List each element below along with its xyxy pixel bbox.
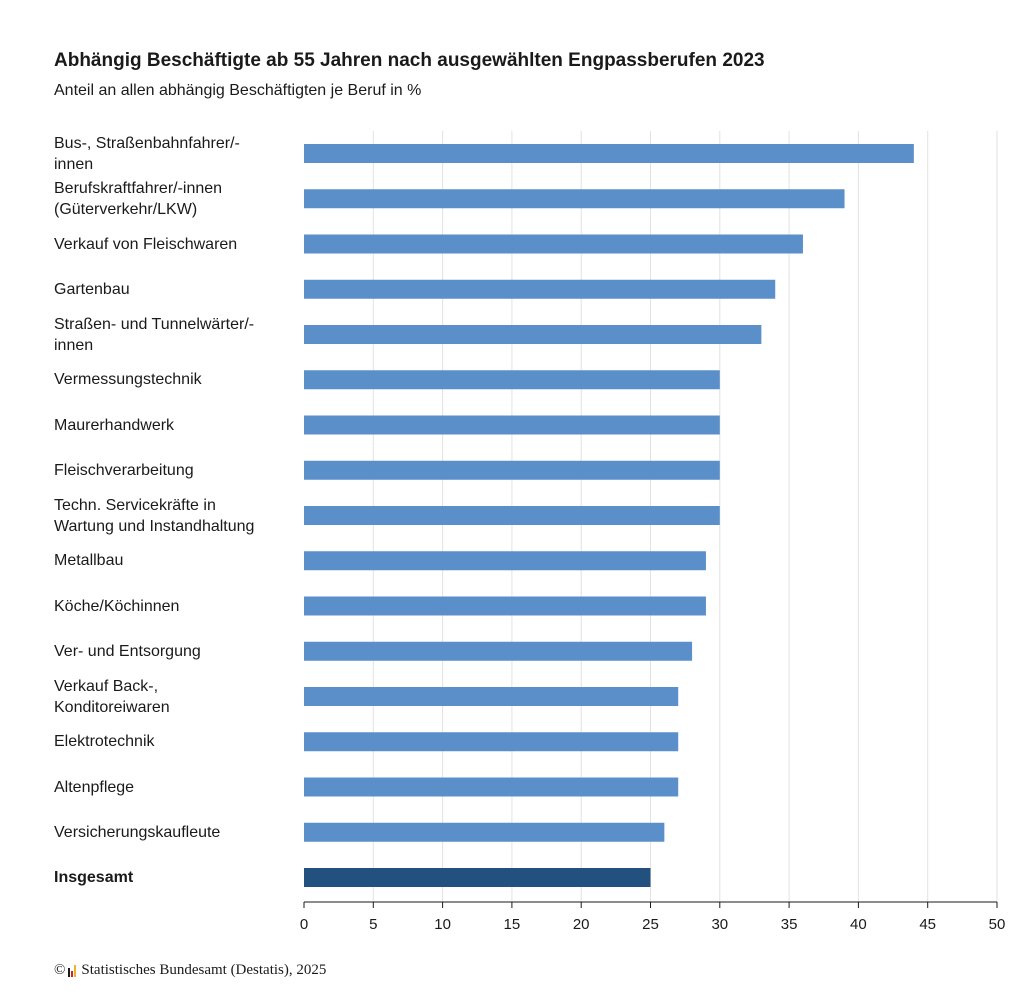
- category-label-line: innen: [54, 155, 94, 173]
- category-label: Ver- und Entsorgung: [54, 641, 294, 662]
- x-tick-label: 5: [369, 916, 377, 933]
- chart-title: Abhängig Beschäftigte ab 55 Jahren nach …: [54, 50, 765, 71]
- bar: [304, 189, 845, 209]
- category-label-line: Elektrotechnik: [54, 733, 155, 751]
- bar: [304, 415, 720, 435]
- category-label: Versicherungskaufleute: [54, 822, 294, 843]
- category-label-line: Metallbau: [54, 552, 124, 570]
- category-label: Bus-, Straßenbahnfahrer/- innen: [54, 133, 294, 175]
- category-label: Köche/Köchinnen: [54, 596, 294, 617]
- bar: [304, 234, 803, 254]
- category-label-line: Techn. Servicekräfte in: [54, 496, 216, 514]
- x-tick-label: 15: [504, 916, 521, 933]
- bar: [304, 777, 679, 797]
- bar: [304, 460, 720, 480]
- category-label-line: Straßen- und Tunnelwärter/-: [54, 315, 255, 333]
- bar: [304, 641, 693, 661]
- category-label: Verkauf von Fleischwaren: [54, 234, 294, 255]
- bar: [304, 551, 706, 571]
- category-label-line: Konditoreiwaren: [54, 698, 170, 716]
- category-label: Fleischverarbeitung: [54, 460, 294, 481]
- bar: [304, 596, 706, 616]
- logo-bar: [74, 964, 77, 977]
- bar-chart: 0 5 10 15 20 25 30 35 40 45 50: [300, 131, 1006, 933]
- category-label: Maurerhandwerk: [54, 415, 294, 436]
- bar: [304, 506, 720, 525]
- x-tick-label: 10: [434, 916, 451, 933]
- x-tick-label: 0: [300, 916, 308, 933]
- category-label-line: Berufskraftfahrer/-innen: [54, 179, 223, 197]
- category-label: Techn. Servicekräfte in Wartung und Insta…: [54, 495, 294, 537]
- category-label: Gartenbau: [54, 279, 294, 300]
- x-tick-label: 45: [919, 916, 936, 933]
- category-label-line: (Güterverkehr/LKW): [54, 200, 198, 218]
- x-tick-label: 25: [642, 916, 659, 933]
- category-label-line: Ver- und Entsorgung: [54, 642, 201, 660]
- category-label-line: innen: [54, 336, 94, 354]
- chart-subtitle: Anteil an allen abhängig Beschäftigten j…: [54, 82, 422, 99]
- bar: [304, 732, 679, 752]
- x-tick-label: 30: [711, 916, 728, 933]
- category-label-line: Vermessungstechnik: [54, 371, 202, 389]
- category-label: Elektrotechnik: [54, 731, 294, 752]
- x-tick-label: 35: [781, 916, 798, 933]
- logo-bar: [68, 967, 71, 977]
- category-label-line: Wartung und Instandhaltung: [54, 517, 255, 535]
- category-label: Verkauf Back-, Konditoreiwaren: [54, 676, 294, 718]
- category-label: Altenpflege: [54, 777, 294, 798]
- bar: [304, 687, 679, 706]
- copyright-symbol: ©: [54, 962, 66, 978]
- category-label-line: Köche/Köchinnen: [54, 597, 180, 615]
- category-label-line: Gartenbau: [54, 280, 130, 298]
- bar: [304, 144, 914, 163]
- bar: [304, 822, 665, 842]
- logo-bar: [71, 970, 74, 977]
- category-label-line: Verkauf Back-,: [54, 677, 159, 695]
- bar: [304, 325, 762, 344]
- x-tick-label: 50: [989, 916, 1006, 933]
- category-label: Metallbau: [54, 550, 294, 571]
- category-label-line: Versicherungskaufleute: [54, 823, 221, 841]
- category-label-line: Insgesamt: [54, 869, 134, 886]
- x-tick-label: 40: [850, 916, 867, 933]
- category-label-line: Altenpflege: [54, 778, 135, 796]
- bar: [304, 370, 720, 390]
- category-label-line: Bus-, Straßenbahnfahrer/-: [54, 134, 240, 152]
- source-footer: © Statistisches Bundesamt (Destatis), 20…: [54, 962, 326, 979]
- category-label: Vermessungstechnik: [54, 369, 294, 390]
- category-label-line: Fleischverarbeitung: [54, 461, 194, 479]
- category-label: Insgesamt: [54, 867, 294, 888]
- category-label: Berufskraftfahrer/-innen (Güterverkehr/LK…: [54, 178, 294, 220]
- category-label-line: Maurerhandwerk: [54, 416, 175, 434]
- category-label: Straßen- und Tunnelwärter/- innen: [54, 314, 294, 356]
- bar: [304, 279, 776, 299]
- category-label-line: Verkauf von Fleischwaren: [54, 235, 238, 253]
- source-text: Statistisches Bundesamt (Destatis), 2025: [81, 962, 327, 978]
- bar: [304, 868, 651, 887]
- destatis-logo-icon: [68, 964, 77, 977]
- x-tick-label: 20: [573, 916, 590, 933]
